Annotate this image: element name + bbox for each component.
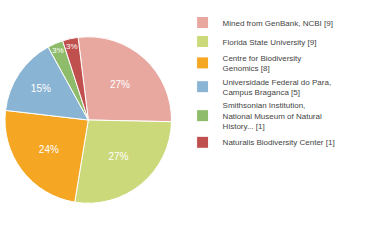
- svg-text:Universidade Federal do Para,C: Universidade Federal do Para,Campus Brag…: [223, 78, 332, 97]
- svg-text:3%: 3%: [52, 46, 63, 55]
- svg-text:27%: 27%: [108, 151, 128, 162]
- svg-text:3%: 3%: [66, 42, 77, 51]
- svg-text:Florida State University [9]: Florida State University [9]: [223, 38, 317, 47]
- svg-text:Naturalis Biodiversity Center: Naturalis Biodiversity Center [1]: [223, 138, 335, 147]
- svg-text:Centre for BiodiversityGenomic: Centre for BiodiversityGenomics [8]: [223, 54, 302, 73]
- svg-text:Smithsonian Institution,Nation: Smithsonian Institution,National Museum …: [223, 101, 322, 131]
- svg-text:15%: 15%: [31, 83, 51, 94]
- svg-text:Mined from GenBank, NCBI [9]: Mined from GenBank, NCBI [9]: [223, 19, 333, 28]
- svg-text:27%: 27%: [110, 79, 130, 90]
- svg-text:24%: 24%: [39, 144, 59, 155]
